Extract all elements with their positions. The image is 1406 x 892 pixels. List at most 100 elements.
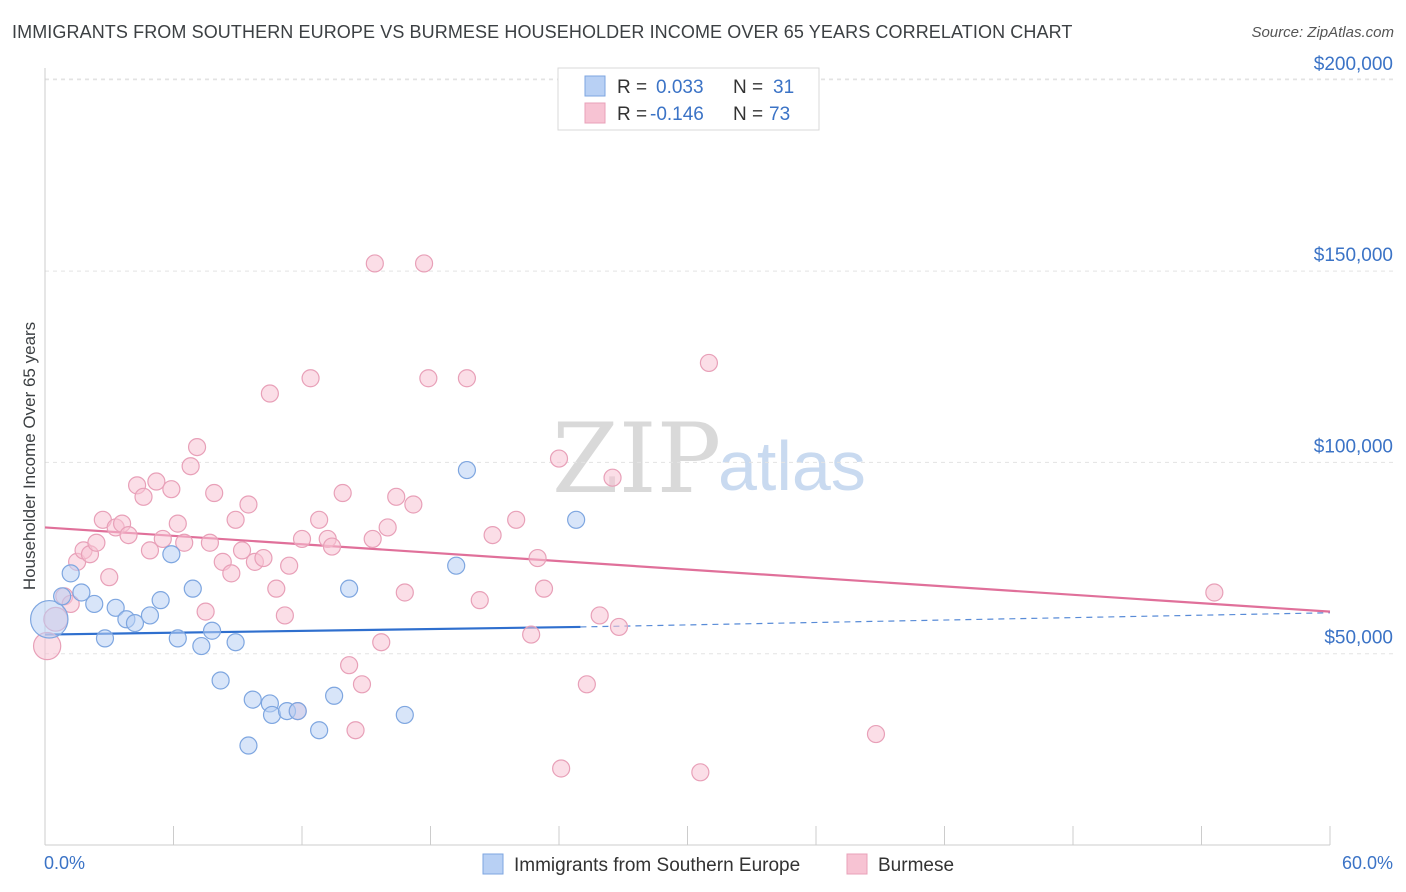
pink-point [528,548,547,568]
blue-point [85,594,104,614]
x-ticks [44,826,1331,845]
legend: Immigrants from Southern Europe Burmese [482,853,954,876]
blue-point [395,705,414,725]
pink-point [301,369,320,388]
pink-point [333,483,352,503]
pink-point [414,254,434,273]
pink-point [168,514,187,533]
stats-r-label-blue: R = [617,77,647,98]
blue-point [162,545,181,564]
pink-point [577,675,596,694]
pink-point [196,602,215,621]
blue-point [340,579,359,598]
stats-r-value-pink: -0.146 [650,104,704,125]
pink-point [187,437,207,457]
stats-r-label-pink: R = [617,104,647,125]
pink-point [866,724,886,744]
pink-point [175,533,194,552]
blue-point [288,701,307,721]
pink-point [346,721,365,740]
x-tick-label-end: 60.0% [1342,853,1393,873]
stats-n-label-blue: N = [733,77,763,98]
pink-point [552,759,571,778]
legend-label-pink: Burmese [878,855,954,876]
pink-point [226,510,245,529]
stats-box: R = 0.033 N = 31 R = -0.146 N = 73 [557,67,820,131]
pink-point [260,384,279,403]
blue-point [53,587,72,606]
x-tick-label-start: 0.0% [44,853,85,873]
gridlines [45,78,1393,655]
pink-point [603,468,622,487]
pink-point [254,548,273,568]
pink-point [419,369,438,388]
blue-point [457,460,477,480]
pink-point [280,556,299,575]
blue-point [151,591,170,610]
trend-lines [44,526,1331,636]
pink-point [404,495,423,514]
pink-point [365,254,384,273]
stats-n-value-pink: 73 [769,104,790,125]
pink-point [147,472,166,491]
stats-swatch-pink [584,102,606,124]
blue-point [239,736,258,755]
pink-point [275,606,294,625]
blue-trend-extension [580,612,1331,628]
legend-swatch-blue [482,853,504,875]
blue-point [310,721,329,740]
pink-point [549,449,569,468]
blue-point [202,621,222,640]
pink-point [352,675,372,694]
pink-point [162,480,181,499]
pink-point [387,487,406,506]
blue-point [192,636,211,656]
pink-point [590,606,609,625]
stats-n-label-pink: N = [733,104,763,125]
blue-point [125,613,145,633]
pink-point [232,541,252,560]
pink-point [134,487,153,506]
pink-point [534,579,554,598]
pink-point [239,495,258,514]
pink-point [1205,583,1224,602]
y-tick-label: $150,000 [1314,245,1393,266]
blue-point [447,556,466,575]
blue-point [183,579,202,598]
pink-point [292,529,312,549]
pink-point [340,656,359,675]
legend-swatch-pink [846,853,868,875]
watermark-atlas: atlas [718,427,866,505]
pink-point [483,525,502,545]
blue-point [262,705,282,725]
pink-point [691,763,710,782]
pink-point [200,533,220,552]
stats-swatch-blue [584,75,606,97]
pink-point [119,525,138,545]
blue-point [61,564,80,583]
y-tick-label: $100,000 [1314,436,1393,457]
pink-point [395,583,414,602]
y-tick-label: $200,000 [1314,54,1393,75]
pink-point [322,537,342,556]
pink-point [507,510,526,529]
blue-trend-line [44,625,581,636]
pink-point [181,457,200,476]
chart-title: IMMIGRANTS FROM SOUTHERN EUROPE VS BURME… [12,22,1073,42]
pink-point [205,483,224,503]
pink-point [699,353,719,373]
pink-point [378,518,397,537]
blue-point [226,633,245,652]
blue-point [168,629,187,648]
pink-point [153,529,172,549]
blue-point [106,598,125,617]
y-tick-label: $50,000 [1324,628,1393,649]
pink-point [457,369,477,388]
pink-point [100,568,119,587]
pink-point [222,564,241,583]
blue-point [325,686,344,705]
pink-point [363,529,382,549]
blue-point [243,690,262,709]
blue-point [29,599,69,639]
